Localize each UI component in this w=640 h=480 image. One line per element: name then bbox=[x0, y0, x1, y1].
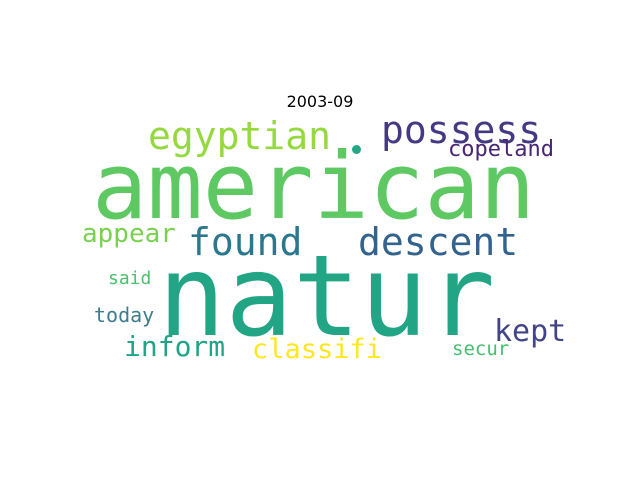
word-egyptian: egyptian bbox=[148, 114, 332, 158]
word-found: found bbox=[188, 220, 303, 264]
figure-title: 2003-09 bbox=[286, 92, 354, 111]
word-classifi: classifi bbox=[252, 334, 383, 365]
word-natur: natur bbox=[158, 232, 496, 362]
word-cloud: american natur egyptian possess descent … bbox=[80, 111, 566, 370]
word-american: american bbox=[92, 133, 536, 240]
word-copeland: copeland bbox=[448, 137, 554, 162]
word-secur: secur bbox=[452, 338, 510, 360]
word-descent: descent bbox=[358, 220, 519, 264]
word-inform: inform bbox=[124, 330, 226, 363]
word-appear: appear bbox=[82, 219, 176, 249]
word-kept: kept bbox=[494, 314, 567, 349]
dot-mark bbox=[352, 145, 361, 154]
word-said: said bbox=[108, 268, 152, 289]
word-today: today bbox=[94, 303, 155, 327]
word-possess: possess bbox=[381, 108, 542, 152]
